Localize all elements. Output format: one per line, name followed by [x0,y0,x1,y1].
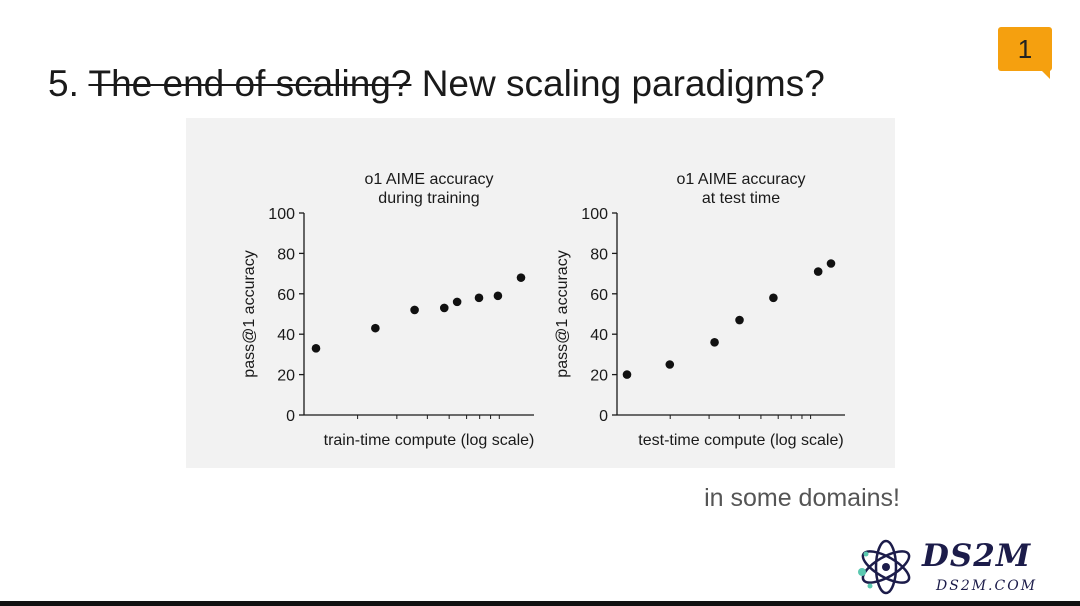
y-tick-label: 60 [277,287,295,304]
logo-brand-text: DS2M [922,538,1032,574]
comment-count: 1 [1017,34,1033,64]
charts-svg: o1 AIME accuracy during training 0 20 40 60 80… [241,171,845,449]
chart-title: o1 AIME accuracy [677,171,806,188]
y-axis-label: pass@1 accuracy [554,250,571,377]
atom-logo-icon [858,539,911,595]
chart-title: during training [378,190,479,207]
data-point [710,337,719,347]
y-tick-label: 40 [590,327,608,344]
y-tick-label: 20 [590,368,608,385]
y-tick-label: 0 [599,408,608,425]
x-axis-label: train-time compute (log scale) [324,432,535,449]
logo-domain-text: DS2M.COM [936,578,1038,594]
y-tick-label: 80 [277,246,295,263]
data-point [371,323,380,333]
data-point [474,293,484,303]
data-point [516,273,526,282]
title-text: New scaling paradigms? [421,63,825,104]
slide-bottom-border [0,601,1080,606]
data-point [493,291,503,301]
data-point [622,370,632,379]
y-tick-label: 0 [286,408,295,425]
data-point [311,344,321,353]
data-point [813,267,823,276]
slide-title: 5. The end of scaling? New scaling parad… [48,60,825,108]
data-point [452,297,462,307]
data-point [439,303,449,313]
y-tick-label: 80 [590,246,608,263]
chart-title: o1 AIME accuracy [365,171,494,188]
comment-bubble-icon [998,27,1052,71]
chart-title: at test time [702,190,780,207]
title-number: 5. [48,63,79,104]
y-axis-label: pass@1 accuracy [241,250,258,377]
data-point [826,259,836,268]
title-struck-text: The end of scaling? [88,63,412,104]
y-tick-label: 60 [590,287,608,304]
data-point [665,360,675,369]
comment-badge[interactable]: 1 [998,27,1054,83]
chart-panel: o1 AIME accuracy during training 0 20 40 60 80… [186,118,895,468]
y-tick-label: 20 [277,368,295,385]
x-axis-label: test-time compute (log scale) [638,432,843,449]
note-text: in some domains! [704,484,900,512]
y-tick-label: 100 [268,206,295,223]
data-point [735,315,744,325]
brand-logo: DS2M DS2M.COM [852,534,1072,600]
y-tick-label: 40 [277,327,295,344]
y-tick-label: 100 [581,206,608,223]
data-point [769,293,778,303]
data-point [410,305,419,315]
comment-bubble-tail [1040,69,1050,79]
